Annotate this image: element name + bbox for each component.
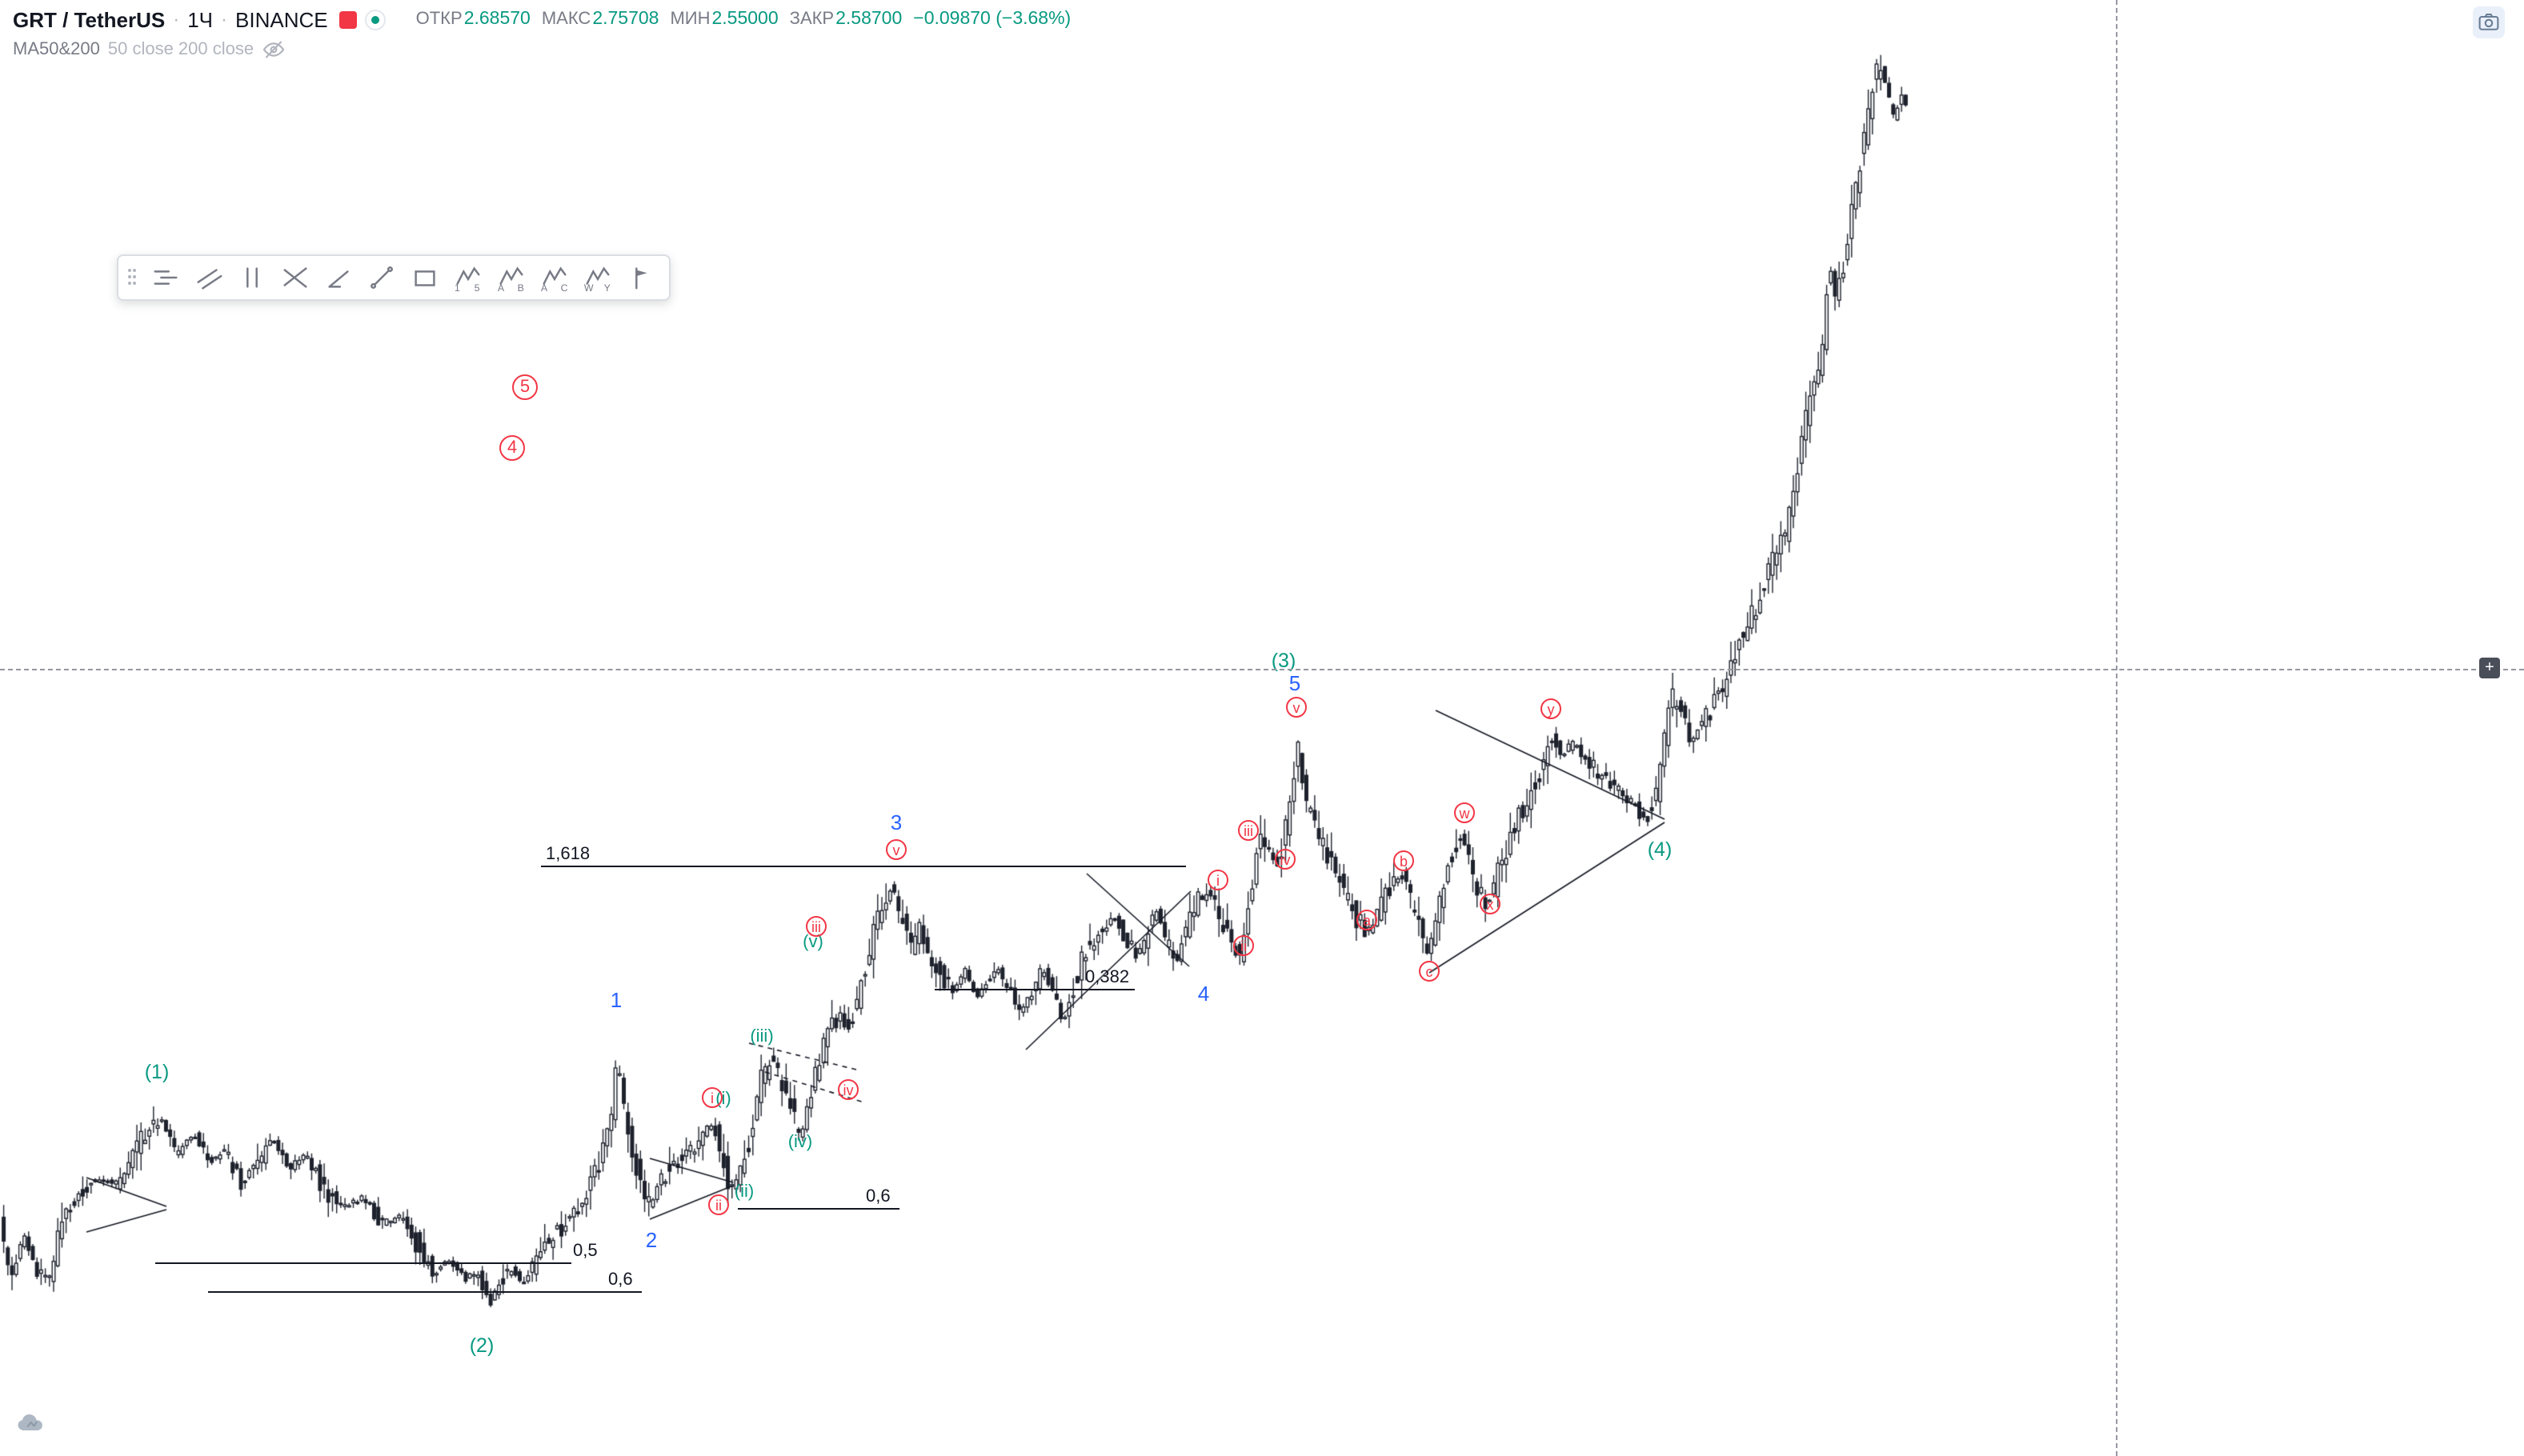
fib-level-label[interactable]: 0,382 [1085, 968, 1130, 987]
elliott-minor-label[interactable]: 2 [645, 1228, 658, 1252]
open-label: ОТКР [415, 10, 463, 29]
fib-level-line[interactable] [208, 1291, 642, 1293]
fib-level-label[interactable]: 0,6 [608, 1270, 633, 1290]
elliott-circled-label[interactable]: 5 [512, 374, 538, 400]
exchange-label[interactable]: BINANCE [235, 7, 328, 31]
toolbar-drag-handle[interactable] [128, 268, 138, 287]
flag-mark-tool[interactable] [619, 259, 663, 296]
svg-text:Y: Y [604, 282, 611, 293]
elliott-degree-label[interactable]: (iii) [750, 1027, 774, 1046]
trend-line-tool[interactable] [360, 259, 403, 296]
elliott-circled-label[interactable]: iii [1238, 820, 1259, 841]
parallel-channel-tool[interactable] [187, 259, 230, 296]
separator-dot: · [221, 8, 228, 30]
elliott-circled-label[interactable]: b [1393, 850, 1414, 871]
high-label: МАКС [541, 10, 591, 29]
elliott-circled-label[interactable]: c [1419, 961, 1440, 982]
ohlc-values: ОТКР 2.68570 МАКС 2.75708 МИН 2.55000 ЗАКР 2… [416, 10, 1072, 29]
elliott-minor-label[interactable]: 4 [1197, 982, 1210, 1006]
elliott-circled-label[interactable]: iii [806, 916, 827, 937]
indicator-name: MA50&200 [13, 40, 100, 59]
indicator-row[interactable]: MA50&200 50 close 200 close [13, 38, 1071, 61]
fib-level-line[interactable] [738, 1208, 899, 1210]
red-flag-icon[interactable] [339, 10, 357, 28]
tradingview-logo[interactable] [13, 1405, 48, 1440]
elliott-minor-label[interactable]: 5 [1288, 671, 1301, 695]
screenshot-camera-button[interactable] [2473, 6, 2505, 38]
svg-text:A: A [541, 282, 548, 293]
elliott-circled-label[interactable]: v [886, 839, 907, 860]
elliott-circled-label[interactable]: iv [838, 1079, 859, 1100]
elliott-circled-label[interactable]: i [1208, 870, 1228, 890]
crosshair-vertical-line [2116, 0, 2117, 1456]
crossed-trend-lines-tool[interactable] [274, 259, 317, 296]
fib-level-label[interactable]: 0,5 [573, 1242, 598, 1261]
interval-label[interactable]: 1Ч [187, 7, 214, 31]
symbol-title[interactable]: GRT / TetherUS [13, 7, 166, 31]
trend-angle-tool[interactable] [317, 259, 360, 296]
fib-level-label[interactable]: 0,6 [866, 1187, 891, 1206]
svg-text:A: A [498, 282, 505, 293]
elliott-circled-label[interactable]: w [1454, 802, 1475, 823]
elliott-degree-label[interactable]: (2) [469, 1334, 495, 1357]
symbol-row: GRT / TetherUS · 1Ч · BINANCE ОТКР 2.6857… [13, 6, 1071, 32]
chart-header: GRT / TetherUS · 1Ч · BINANCE ОТКР 2.6857… [13, 6, 1071, 61]
close-label: ЗАКР [789, 10, 835, 29]
elliott-degree-label[interactable]: (iv) [787, 1133, 813, 1152]
high-value: 2.75708 [592, 10, 659, 29]
elliott-circled-label[interactable]: x [1480, 894, 1500, 914]
low-label: МИН [670, 10, 711, 29]
elliott-degree-label[interactable]: (1) [144, 1061, 170, 1083]
elliott-circled-label[interactable]: i [702, 1087, 723, 1108]
svg-text:1: 1 [455, 282, 460, 293]
svg-text:C: C [561, 282, 568, 293]
elliott-circled-label[interactable]: y [1540, 698, 1561, 719]
fib-level-label[interactable]: 1,618 [546, 845, 591, 864]
elliott-minor-label[interactable]: 3 [890, 810, 903, 834]
indicator-params: 50 close 200 close [107, 40, 254, 59]
elliott-circled-label[interactable]: 4 [499, 435, 525, 461]
rectangle-tool[interactable] [403, 259, 447, 296]
svg-text:B: B [518, 282, 524, 293]
elliott-circled-label[interactable]: iv [1275, 849, 1296, 870]
svg-text:5: 5 [475, 282, 480, 293]
vertical-lines-tool[interactable] [230, 259, 274, 296]
horizontal-segments-tool[interactable] [144, 259, 187, 296]
elliott-degree-label[interactable]: (4) [1647, 838, 1673, 861]
elliott-degree-label[interactable]: (ii) [734, 1182, 755, 1202]
low-value: 2.55000 [711, 10, 779, 29]
elliott-circled-label[interactable]: v [1286, 697, 1307, 718]
elliott-circled-label[interactable]: ii [1233, 935, 1254, 956]
open-value: 2.68570 [463, 10, 531, 29]
elliott-circled-label[interactable]: a [1356, 910, 1377, 930]
crosshair-horizontal-line [0, 669, 2524, 670]
separator-dot: · [173, 8, 180, 30]
svg-text:W: W [584, 282, 594, 293]
change-value: −0.09870 (−3.68%) [913, 10, 1072, 29]
market-status-icon [364, 9, 386, 30]
elliott-minor-label[interactable]: 1 [610, 988, 623, 1012]
elliott-degree-label[interactable]: (3) [1271, 650, 1296, 672]
fib-level-line[interactable] [935, 989, 1135, 990]
eye-hidden-icon[interactable] [262, 38, 284, 61]
crosshair-plus-marker[interactable]: + [2479, 658, 2500, 678]
fib-level-line[interactable] [541, 866, 1186, 867]
close-value: 2.58700 [835, 10, 903, 29]
fib-level-line[interactable] [155, 1262, 571, 1264]
elliott-circled-label[interactable]: ii [708, 1194, 729, 1215]
